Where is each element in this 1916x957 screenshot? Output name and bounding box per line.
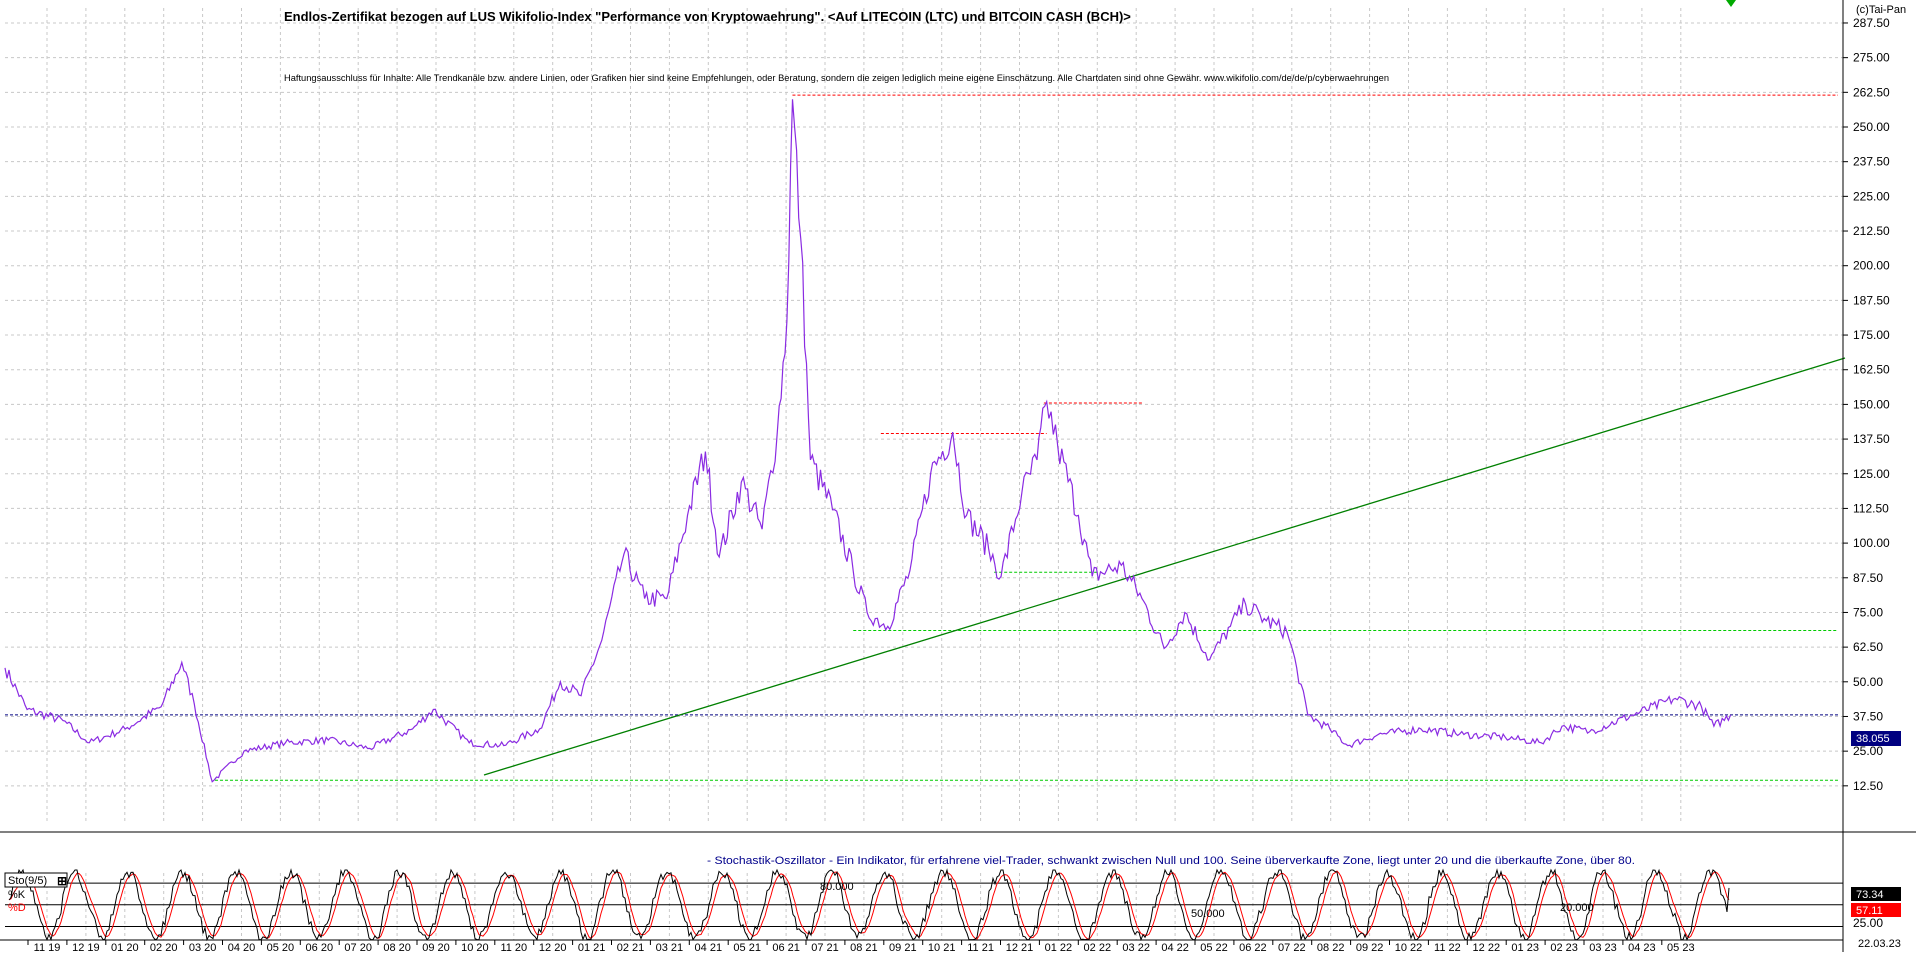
y-tick-label: 200.00	[1853, 259, 1890, 273]
x-tick-label: 09 22	[1356, 942, 1384, 952]
x-tick-label: 09 20	[422, 942, 450, 952]
x-tick-label: 02 22	[1084, 942, 1112, 952]
x-tick-label: 11 21	[967, 942, 994, 952]
y-tick-label: 100.00	[1853, 536, 1890, 550]
y-tick-label: 187.50	[1853, 293, 1890, 307]
x-tick-label: 12 19	[72, 942, 100, 952]
copyright-text: (c)Tai-Pan	[1856, 4, 1906, 16]
x-tick-label: 04 23	[1628, 942, 1656, 952]
legend-d: %D	[8, 902, 26, 914]
k-value-label: 73.34	[1856, 889, 1884, 901]
series	[4, 99, 1732, 942]
x-tick-label: 03 22	[1122, 942, 1150, 952]
indicator-label: Sto(9/5)	[8, 875, 47, 887]
x-tick-label: 06 22	[1239, 942, 1267, 952]
grid	[5, 8, 1843, 940]
y-tick-label: 75.00	[1853, 605, 1883, 619]
x-tick-label: 12 21	[1006, 942, 1034, 952]
y-tick-label: 125.00	[1853, 467, 1890, 481]
x-tick-label: 12 20	[539, 942, 567, 952]
x-tick-label: 06 20	[306, 942, 334, 952]
x-tick-label: 09 21	[889, 942, 917, 952]
x-tick-label: 04 20	[228, 942, 256, 952]
y-tick-label: 275.00	[1853, 51, 1890, 65]
disclaimer-text: Haftungsausschluss für Inhalte: Alle Tre…	[284, 73, 1389, 83]
x-tick-label: 08 21	[850, 942, 878, 952]
level-20-label: 20.000	[1560, 902, 1594, 914]
x-tick-label: 08 20	[383, 942, 411, 952]
level-50-label: 50.000	[1191, 908, 1225, 920]
y-tick-label: 62.50	[1853, 640, 1883, 654]
x-tick-label: 07 20	[344, 942, 372, 952]
x-tick-label: 10 21	[928, 942, 956, 952]
y-tick-label: 212.50	[1853, 224, 1890, 238]
x-tick-label: 03 23	[1589, 942, 1617, 952]
x-tick-label: 01 21	[578, 942, 606, 952]
y-tick-label: 37.50	[1853, 709, 1883, 723]
y-tick-label: 162.50	[1853, 363, 1890, 377]
d-value-label: 57.11	[1856, 905, 1883, 917]
x-tick-label: 07 22	[1278, 942, 1306, 952]
sto-y-tick-label: 25.00	[1853, 916, 1883, 930]
y-tick-label: 250.00	[1853, 120, 1890, 134]
y-tick-label: 287.50	[1853, 16, 1890, 30]
y-tick-label: 25.00	[1853, 744, 1883, 758]
y-tick-label: 175.00	[1853, 328, 1890, 342]
x-tick-label: 05 22	[1200, 942, 1228, 952]
y-tick-label: 137.50	[1853, 432, 1890, 446]
legend-k: %K	[8, 889, 26, 901]
x-tick-label: 05 21	[733, 942, 761, 952]
x-tick-label: 06 21	[772, 942, 800, 952]
current-value-label: 38.055	[1856, 733, 1890, 745]
x-tick-label: 07 21	[811, 942, 839, 952]
stochastic-k-line	[8, 868, 1730, 942]
x-tick-label: 02 23	[1550, 942, 1578, 952]
y-tick-label: 225.00	[1853, 189, 1890, 203]
price-series-line	[4, 99, 1732, 783]
x-tick-label: 03 20	[189, 942, 217, 952]
trendline	[483, 357, 1846, 776]
y-tick-label: 150.00	[1853, 397, 1890, 411]
d-value-badge	[1851, 903, 1901, 917]
chart-title: Endlos-Zertifikat bezogen auf LUS Wikifo…	[284, 9, 1131, 24]
x-tick-label: 03 21	[656, 942, 684, 952]
x-tick-label: 01 22	[1045, 942, 1073, 952]
y-tick-label: 262.50	[1853, 85, 1890, 99]
expand-icon[interactable]: ⊞	[57, 874, 67, 888]
x-tick-label: 10 20	[461, 942, 489, 952]
y-tick-label: 112.50	[1853, 501, 1889, 515]
x-tick-label: 12 22	[1473, 942, 1501, 952]
x-tick-label: 10 22	[1395, 942, 1423, 952]
x-tick-label: 02 20	[150, 942, 178, 952]
current-value-badge	[1851, 731, 1901, 746]
x-tick-label: 01 20	[111, 942, 139, 952]
x-tick-label: 02 21	[617, 942, 645, 952]
y-tick-label: 12.50	[1853, 779, 1883, 793]
stochastic-description: - Stochastik-Oszillator - Ein Indikator,…	[707, 855, 1635, 867]
scroll-marker-icon[interactable]	[1726, 0, 1736, 7]
y-tick-label: 237.50	[1853, 155, 1890, 169]
y-tick-label: 87.50	[1853, 571, 1883, 585]
annotation-lines	[5, 94, 1846, 928]
x-tick-label: 05 20	[267, 942, 295, 952]
x-tick-label: 08 22	[1317, 942, 1345, 952]
x-tick-label: 11 22	[1434, 942, 1461, 952]
x-tick-label: 05 23	[1667, 942, 1695, 952]
y-tick-label: 50.00	[1853, 675, 1883, 689]
x-tick-label: 11 19	[34, 942, 61, 952]
indicator-label-box[interactable]	[4, 872, 68, 888]
level-80-label: 80.000	[820, 881, 854, 893]
x-tick-label: 01 23	[1511, 942, 1539, 952]
x-tick-label: 04 21	[695, 942, 723, 952]
k-value-badge	[1851, 887, 1901, 901]
x-tick-label: 04 22	[1161, 942, 1189, 952]
last-date-label: 22.03.23	[1858, 938, 1901, 950]
x-tick-label: 11 20	[500, 942, 527, 952]
